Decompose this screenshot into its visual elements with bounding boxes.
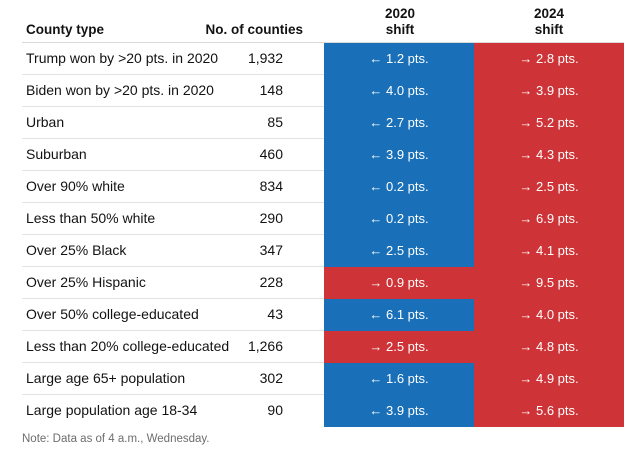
shift-2024-cell: → 5.6 pts. (474, 395, 624, 427)
table-row: Biden won by >20 pts. in 2020 148 ← 4.0 pt… (22, 75, 624, 107)
table-row: Less than 50% white 290 ← 0.2 pts. → 6.9 pt… (22, 203, 624, 235)
county-type-cell: Trump won by >20 pts. in 2020 (26, 50, 219, 66)
county-count-cell: 148 (259, 82, 283, 98)
num-counties-header: No. of counties (205, 22, 304, 37)
shift-2024-cell: → 4.9 pts. (474, 363, 624, 395)
table-row: Over 50% college-educated 43 ← 6.1 pts. → 4… (22, 299, 624, 331)
county-type-cell: Suburban (26, 146, 87, 162)
county-type-cell: Biden won by >20 pts. in 2020 (26, 82, 214, 98)
shift-2024-word: shift (534, 22, 564, 37)
county-type-cell: Over 25% Hispanic (26, 274, 146, 290)
county-count-cell: 460 (259, 146, 283, 162)
shift-2020-cell: ← 1.2 pts. (324, 43, 474, 75)
county-count-cell: 834 (259, 178, 283, 194)
shift-2020-cell: ← 2.7 pts. (324, 107, 474, 139)
shift-2020-cell: ← 0.2 pts. (324, 171, 474, 203)
shift-2024-cell: → 6.9 pts. (474, 203, 624, 235)
county-type-cell: Large age 65+ population (26, 370, 186, 386)
shift-2024-cell: → 2.5 pts. (474, 171, 624, 203)
shift-2024-cell: → 3.9 pts. (474, 75, 624, 107)
county-type-cell: Over 50% college-educated (26, 306, 199, 322)
table-row: Large age 65+ population 302 ← 1.6 pts. → 4… (22, 363, 624, 395)
table-header: County type No. of counties 2020 shift 2… (22, 0, 624, 43)
shift-2020-cell: ← 3.9 pts. (324, 395, 474, 427)
county-type-header: County type (26, 22, 105, 37)
shift-2024-cell: → 2.8 pts. (474, 43, 624, 75)
table-row: Over 25% Hispanic 228 → 0.9 pts. → 9.5 pts. (22, 267, 624, 299)
shift-2020-cell: ← 6.1 pts. (324, 299, 474, 331)
shift-2024-header: 2024 shift (474, 6, 624, 38)
county-count-cell: 1,266 (247, 338, 283, 354)
footnote: Note: Data as of 4 a.m., Wednesday. (22, 433, 210, 445)
shift-2024-cell: → 5.2 pts. (474, 107, 624, 139)
county-count-cell: 302 (259, 370, 283, 386)
county-type-cell: Less than 50% white (26, 210, 156, 226)
county-type-cell: Urban (26, 114, 65, 130)
shift-2024-year: 2024 (533, 6, 565, 21)
county-count-cell: 228 (259, 274, 283, 290)
county-count-cell: 85 (267, 114, 283, 130)
shift-2024-cell: → 4.0 pts. (474, 299, 624, 331)
county-count-cell: 1,932 (247, 50, 283, 66)
table-row: Trump won by >20 pts. in 2020 1,932 ← 1.2 … (22, 43, 624, 75)
county-count-cell: 90 (267, 402, 283, 418)
shift-2020-cell: ← 4.0 pts. (324, 75, 474, 107)
county-count-cell: 43 (267, 306, 283, 322)
shift-2020-cell: ← 2.5 pts. (324, 235, 474, 267)
shift-2024-cell: → 9.5 pts. (474, 267, 624, 299)
shift-2024-cell: → 4.3 pts. (474, 139, 624, 171)
shift-2020-cell: → 2.5 pts. (324, 331, 474, 363)
county-count-cell: 290 (259, 210, 283, 226)
table-row: Over 25% Black 347 ← 2.5 pts. → 4.1 pts. (22, 235, 624, 267)
shift-2020-word: shift (385, 22, 415, 37)
table-row: Less than 20% college-educated 1,266 → 2.5… (22, 331, 624, 363)
shift-2024-cell: → 4.1 pts. (474, 235, 624, 267)
shift-2020-year: 2020 (384, 6, 416, 21)
shift-2024-cell: → 4.8 pts. (474, 331, 624, 363)
table-row: Large population age 18-34 90 ← 3.9 pts. → … (22, 395, 624, 427)
county-type-cell: Over 25% Black (26, 242, 127, 258)
county-count-cell: 347 (259, 242, 283, 258)
table-body: Trump won by >20 pts. in 2020 1,932 ← 1.2 … (22, 43, 624, 427)
county-type-cell: Over 90% white (26, 178, 125, 194)
shift-2020-cell: → 0.9 pts. (324, 267, 474, 299)
table-row: Urban 85 ← 2.7 pts. → 5.2 pts. (22, 107, 624, 139)
shift-2020-cell: ← 3.9 pts. (324, 139, 474, 171)
table-row: Over 90% white 834 ← 0.2 pts. → 2.5 pts. (22, 171, 624, 203)
shift-2020-cell: ← 0.2 pts. (324, 203, 474, 235)
shift-2020-cell: ← 1.6 pts. (324, 363, 474, 395)
county-shift-table: County type No. of counties 2020 shift 2… (22, 0, 624, 427)
county-type-cell: Less than 20% college-educated (26, 338, 230, 354)
table-row: Suburban 460 ← 3.9 pts. → 4.3 pts. (22, 139, 624, 171)
county-type-cell: Large population age 18-34 (26, 402, 198, 418)
shift-2020-header: 2020 shift (325, 6, 475, 38)
